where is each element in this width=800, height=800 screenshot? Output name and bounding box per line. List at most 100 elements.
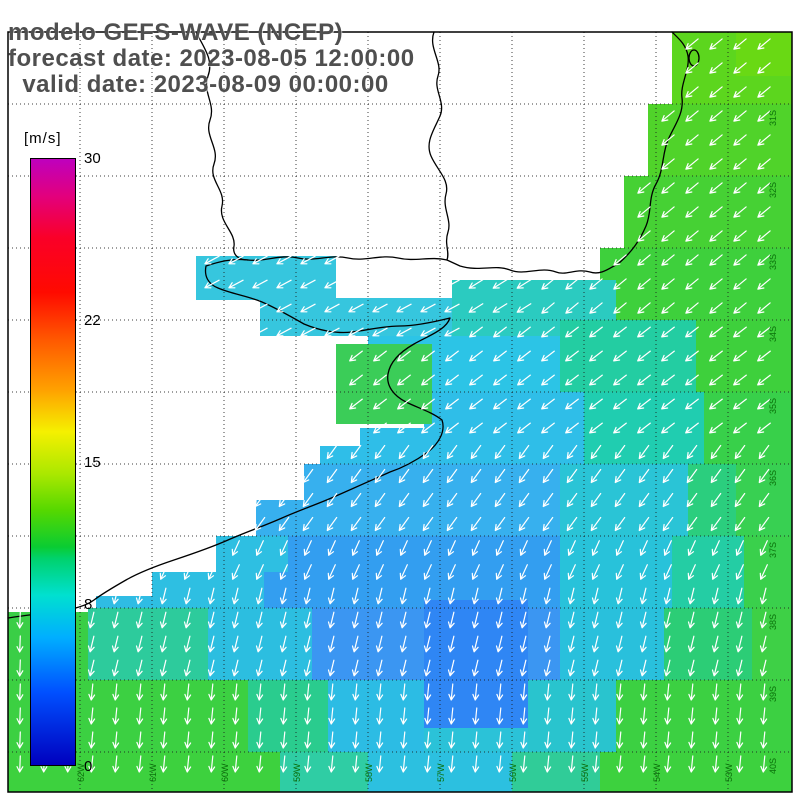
wind-arrow bbox=[544, 683, 552, 701]
wind-arrow bbox=[375, 611, 383, 629]
wind-arrow bbox=[613, 350, 627, 362]
wind-arrow bbox=[492, 303, 508, 313]
wind-arrow bbox=[469, 350, 483, 362]
wind-arrow bbox=[16, 755, 24, 773]
wind-arrow bbox=[757, 110, 771, 122]
wind-arrow bbox=[471, 540, 480, 556]
wind-arrow bbox=[231, 635, 239, 653]
wind-arrow bbox=[735, 611, 743, 629]
wind-arrow bbox=[373, 422, 387, 434]
wind-arrow bbox=[255, 611, 263, 629]
wind-arrow bbox=[352, 731, 360, 749]
longitude-tick-label: 56W bbox=[508, 763, 518, 782]
wind-arrow bbox=[252, 255, 268, 265]
wind-arrow bbox=[160, 707, 168, 725]
wind-arrow bbox=[208, 707, 216, 725]
wind-arrow bbox=[663, 635, 671, 653]
wind-arrow bbox=[376, 731, 384, 749]
wind-arrow bbox=[663, 564, 672, 580]
wind-arrow bbox=[376, 683, 384, 701]
wind-arrow bbox=[351, 540, 360, 556]
wind-arrow bbox=[543, 659, 551, 677]
longitude-tick-label: 55W bbox=[580, 763, 590, 782]
wind-arrow bbox=[688, 707, 696, 725]
wind-arrow bbox=[350, 492, 362, 508]
wind-arrow bbox=[736, 683, 744, 701]
wind-arrow bbox=[302, 468, 314, 484]
wind-arrow bbox=[711, 540, 720, 556]
wind-arrow bbox=[541, 398, 555, 410]
wind-arrow bbox=[111, 611, 119, 629]
wind-arrow bbox=[616, 707, 624, 725]
wind-arrow bbox=[640, 755, 648, 773]
wind-arrow bbox=[422, 492, 434, 508]
title-block: modelo GEFS-WAVE (NCEP) forecast date: 20… bbox=[8, 20, 415, 98]
field-cell bbox=[744, 536, 792, 608]
wind-arrow bbox=[159, 564, 168, 580]
wind-arrow bbox=[135, 659, 143, 677]
wind-arrow bbox=[276, 327, 292, 337]
wind-arrow bbox=[183, 635, 191, 653]
wind-arrow bbox=[519, 540, 528, 556]
wind-arrow bbox=[492, 279, 508, 289]
wind-arrow bbox=[350, 516, 362, 532]
wind-arrow bbox=[518, 468, 530, 484]
wind-arrow bbox=[661, 302, 675, 314]
wind-arrow bbox=[615, 635, 623, 653]
wind-arrow bbox=[376, 755, 384, 773]
river-parana bbox=[195, 31, 249, 261]
wind-arrow bbox=[589, 326, 603, 338]
wind-arrow bbox=[471, 587, 479, 605]
wind-arrow bbox=[709, 206, 723, 218]
wind-arrow bbox=[565, 278, 579, 290]
wind-arrow bbox=[709, 326, 723, 338]
field-cell bbox=[88, 608, 208, 680]
wind-arrow bbox=[568, 707, 576, 725]
wind-arrow bbox=[759, 540, 768, 556]
wind-arrow bbox=[613, 422, 627, 434]
wind-arrow bbox=[445, 422, 459, 434]
wind-arrow bbox=[517, 326, 531, 338]
wind-arrow bbox=[757, 38, 771, 50]
wind-arrow bbox=[543, 540, 552, 556]
field-cell bbox=[560, 536, 672, 608]
wind-arrow bbox=[712, 707, 720, 725]
colorbar-tick-label: 30 bbox=[84, 150, 101, 167]
wind-arrow bbox=[350, 468, 362, 484]
wind-arrow bbox=[472, 683, 480, 701]
wind-arrow bbox=[615, 540, 624, 556]
wind-arrow bbox=[399, 635, 407, 653]
field-cell bbox=[752, 608, 792, 680]
wind-arrow bbox=[638, 468, 650, 484]
wind-arrow bbox=[639, 564, 648, 580]
wind-arrow bbox=[421, 374, 435, 386]
wind-arrow bbox=[567, 635, 575, 653]
wind-arrow bbox=[276, 255, 292, 265]
wind-arrow bbox=[733, 350, 747, 362]
wind-arrow bbox=[661, 254, 675, 266]
wind-arrow bbox=[685, 254, 699, 266]
wind-arrow bbox=[495, 540, 504, 556]
wind-arrow bbox=[397, 422, 411, 434]
wind-arrow bbox=[278, 492, 290, 508]
wind-arrow bbox=[543, 564, 552, 580]
wind-arrow bbox=[736, 707, 744, 725]
wind-arrow bbox=[352, 755, 360, 773]
wind-arrow bbox=[278, 516, 290, 532]
wind-arrow bbox=[422, 444, 434, 460]
wind-arrow bbox=[639, 635, 647, 653]
wind-arrow bbox=[542, 492, 554, 508]
wind-arrow bbox=[351, 587, 359, 605]
colorbar-tick-label: 0 bbox=[84, 758, 93, 775]
wind-arrow bbox=[470, 492, 482, 508]
wind-arrow bbox=[279, 540, 288, 556]
field-cell bbox=[672, 536, 744, 608]
wind-arrow bbox=[733, 158, 747, 170]
wind-arrow bbox=[112, 755, 120, 773]
wind-arrow bbox=[686, 516, 698, 532]
wind-arrow bbox=[280, 731, 288, 749]
wind-arrow bbox=[159, 635, 167, 653]
wind-arrow bbox=[544, 731, 552, 749]
wind-arrow bbox=[661, 110, 675, 122]
wind-arrow bbox=[733, 86, 747, 98]
